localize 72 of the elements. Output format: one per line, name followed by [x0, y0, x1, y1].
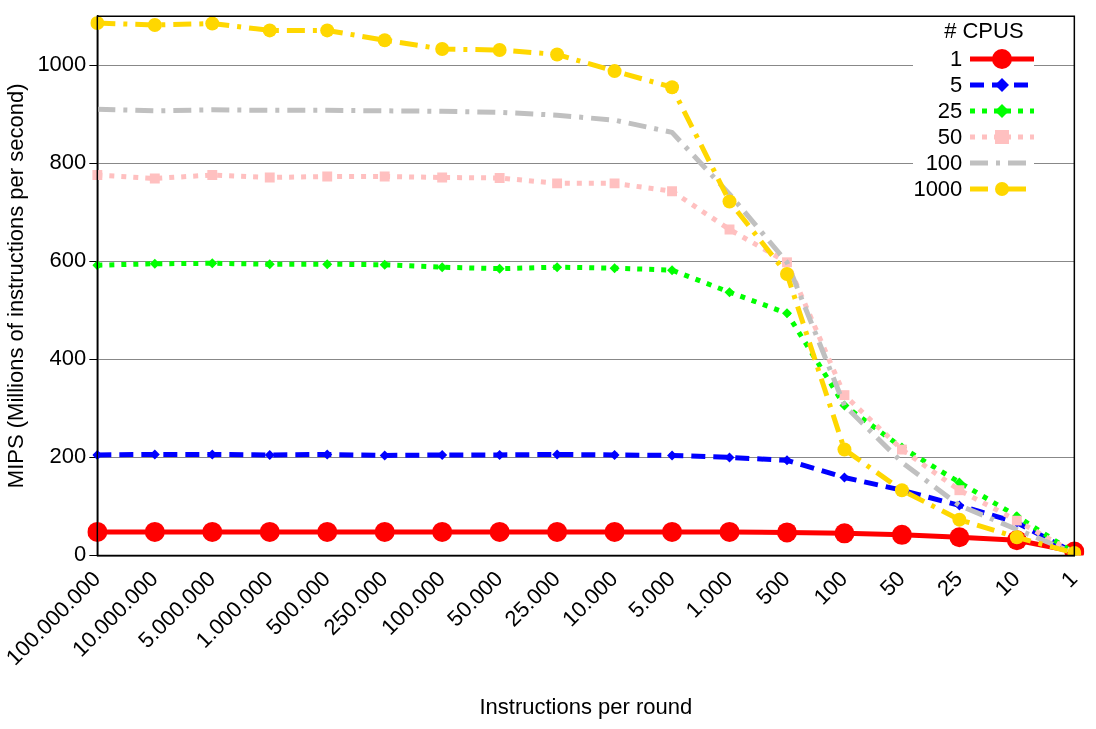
- point: [722, 194, 737, 209]
- point: [954, 485, 965, 496]
- x-tick-label: 10: [989, 565, 1025, 601]
- point: [87, 521, 108, 542]
- point: [259, 521, 280, 542]
- legend-label: 50: [937, 124, 963, 151]
- point: [552, 178, 563, 189]
- legend-label: 5: [950, 72, 963, 99]
- point: [781, 308, 792, 319]
- point: [322, 259, 333, 270]
- point: [317, 521, 338, 542]
- point: [724, 224, 735, 235]
- x-tick-label: 500: [751, 565, 795, 610]
- point: [147, 18, 162, 33]
- point: [379, 171, 390, 182]
- legend-label: 25: [937, 98, 963, 125]
- x-axis-title: Instructions per round: [479, 693, 693, 719]
- x-tick-label: 50: [874, 565, 910, 601]
- y-tick-label: 200: [49, 443, 87, 469]
- x-tick-label: 100: [808, 565, 853, 610]
- point: [550, 47, 565, 62]
- point: [144, 521, 165, 542]
- legend-label: 100: [925, 150, 963, 177]
- point: [92, 170, 103, 180]
- point: [437, 172, 448, 183]
- point: [609, 263, 620, 274]
- point: [262, 23, 277, 38]
- y-tick-label: 400: [49, 345, 87, 371]
- legend-label: 1000: [913, 176, 963, 203]
- point: [776, 522, 797, 543]
- point: [489, 521, 510, 542]
- point: [494, 173, 505, 183]
- legend-title: # CPUS: [943, 18, 1025, 46]
- point: [607, 64, 622, 79]
- point: [432, 521, 453, 542]
- point: [724, 287, 735, 298]
- point: [952, 512, 967, 527]
- point: [264, 449, 275, 460]
- point: [207, 170, 218, 180]
- point: [949, 527, 970, 548]
- point: [891, 524, 912, 545]
- point: [547, 521, 568, 542]
- point: [320, 23, 335, 38]
- point: [264, 172, 275, 183]
- point: [374, 521, 395, 542]
- point: [609, 178, 620, 189]
- y-tick-label: 1000: [37, 51, 87, 77]
- y-tick-label: 800: [49, 149, 87, 175]
- point: [202, 521, 223, 542]
- point: [604, 521, 625, 542]
- x-tick-label: 1: [1055, 565, 1083, 593]
- point: [377, 33, 392, 48]
- point: [205, 16, 220, 31]
- legend-label: 1: [950, 46, 963, 73]
- point: [662, 521, 683, 542]
- point: [322, 171, 333, 182]
- point: [667, 265, 678, 276]
- y-tick-label: 0: [74, 541, 87, 567]
- point: [264, 259, 275, 270]
- point: [492, 43, 507, 58]
- point: [435, 42, 450, 57]
- point: [552, 262, 563, 273]
- y-tick-label: 600: [49, 247, 87, 273]
- point: [665, 80, 680, 95]
- point: [719, 521, 740, 542]
- point: [834, 523, 855, 544]
- point: [837, 442, 852, 457]
- x-tick-label: 25: [932, 565, 968, 601]
- point: [667, 186, 677, 197]
- y-axis-title: MIPS (Millions of instructions per second): [3, 83, 29, 489]
- point: [779, 267, 794, 282]
- point: [149, 173, 160, 184]
